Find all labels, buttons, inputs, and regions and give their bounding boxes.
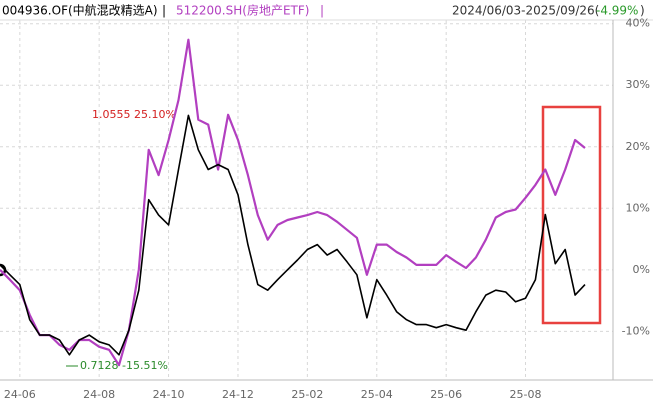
y-tick-label: 10% (626, 201, 650, 214)
y-tick-label: 20% (626, 140, 650, 153)
legend-entry: 512200.SH(房地产ETF) (176, 3, 309, 18)
y-tick-label: -10% (622, 324, 650, 337)
x-tick-label: 25-02 (291, 388, 323, 401)
y-tick-label: 40% (626, 17, 650, 30)
period-change: -4.99% (596, 4, 638, 18)
x-tick-label: 25-04 (361, 388, 393, 401)
x-tick-label: 24-08 (83, 388, 115, 401)
x-tick-label: 24-06 (4, 388, 36, 401)
y-tick-label: 0% (633, 263, 650, 276)
highlight-box (541, 105, 602, 325)
period-close: ) (640, 4, 645, 18)
period: 2024/06/03-2025/09/26( (452, 4, 599, 18)
x-tick-label: 25-06 (430, 388, 462, 401)
y-tick-label: 30% (626, 78, 650, 91)
x-tick-label: 25-08 (510, 388, 542, 401)
x-tick-label: 24-12 (222, 388, 254, 401)
legend-entry: 004936.OF(中航混改精选A) (2, 3, 158, 18)
legend-separator: | (320, 4, 324, 18)
x-tick-label: 24-10 (153, 388, 185, 401)
annotation-low: 0.7128 -15.51% (80, 359, 168, 372)
series-line (0, 114, 586, 356)
annotation-high: 1.0555 25.10% (92, 108, 176, 121)
series-line (0, 38, 586, 367)
legend-separator: | (162, 4, 166, 18)
